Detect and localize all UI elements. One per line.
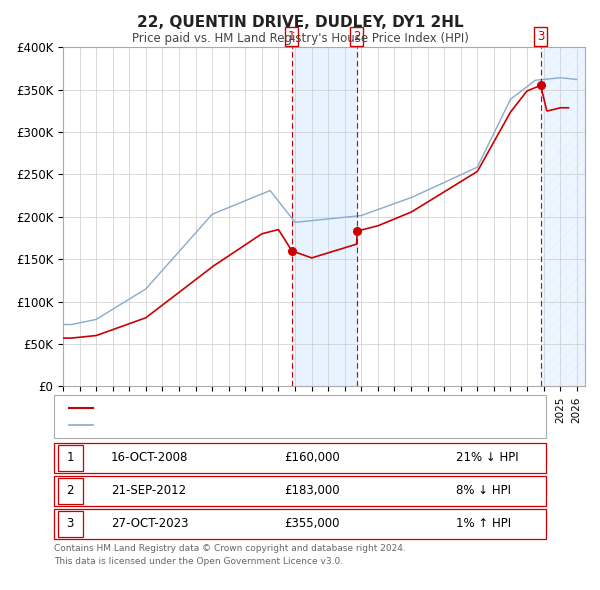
22, QUENTIN DRIVE, DUDLEY, DY1 2HL (detached house) <box>59 335 67 342</box>
HPI: Average price, detached house, Dudley: (2.02e+03, 3.64e+05): Average price, detached house, Dudley: (… <box>556 74 563 81</box>
22, QUENTIN DRIVE, DUDLEY, DY1 2HL (detached house) <box>515 99 522 106</box>
Text: 1: 1 <box>67 451 74 464</box>
Text: This data is licensed under the Open Government Licence v3.0.: This data is licensed under the Open Gov… <box>54 557 343 566</box>
Text: 1% ↑ HPI: 1% ↑ HPI <box>456 517 511 530</box>
Text: £355,000: £355,000 <box>284 517 340 530</box>
Text: 8% ↓ HPI: 8% ↓ HPI <box>456 484 511 497</box>
Text: 2: 2 <box>353 30 361 43</box>
Text: 3: 3 <box>67 517 74 530</box>
22, QUENTIN DRIVE, DUDLEY, DY1 2HL (detached house) <box>536 82 544 89</box>
Text: HPI: Average price, detached house, Dudley: HPI: Average price, detached house, Dudl… <box>100 420 341 430</box>
22, QUENTIN DRIVE, DUDLEY, DY1 2HL (detached house) <box>219 256 226 263</box>
HPI: Average price, detached house, Dudley: (2.03e+03, 3.62e+05): Average price, detached house, Dudley: (… <box>573 76 580 83</box>
22, QUENTIN DRIVE, DUDLEY, DY1 2HL (detached house) <box>391 215 398 222</box>
Text: £160,000: £160,000 <box>284 451 340 464</box>
Text: 2: 2 <box>67 484 74 497</box>
Line: 22, QUENTIN DRIVE, DUDLEY, DY1 2HL (detached house): 22, QUENTIN DRIVE, DUDLEY, DY1 2HL (deta… <box>63 86 568 338</box>
HPI: Average price, detached house, Dudley: (2.02e+03, 3.26e+05): Average price, detached house, Dudley: (… <box>502 106 509 113</box>
Text: 22, QUENTIN DRIVE, DUDLEY, DY1 2HL: 22, QUENTIN DRIVE, DUDLEY, DY1 2HL <box>137 15 463 30</box>
HPI: Average price, detached house, Dudley: (2.01e+03, 2.14e+05): Average price, detached house, Dudley: (… <box>386 202 394 209</box>
Text: Contains HM Land Registry data © Crown copyright and database right 2024.: Contains HM Land Registry data © Crown c… <box>54 544 406 553</box>
Text: 21-SEP-2012: 21-SEP-2012 <box>111 484 186 497</box>
Text: £183,000: £183,000 <box>284 484 340 497</box>
Bar <box>541 47 585 386</box>
Text: 1: 1 <box>288 30 295 43</box>
HPI: Average price, detached house, Dudley: (2.01e+03, 2.02e+05): Average price, detached house, Dudley: (… <box>358 212 365 219</box>
Text: 21% ↓ HPI: 21% ↓ HPI <box>456 451 518 464</box>
22, QUENTIN DRIVE, DUDLEY, DY1 2HL (detached house) <box>183 283 190 290</box>
Line: HPI: Average price, detached house, Dudley: HPI: Average price, detached house, Dudl… <box>63 78 577 325</box>
Text: 3: 3 <box>537 30 544 43</box>
Text: Price paid vs. HM Land Registry's House Price Index (HPI): Price paid vs. HM Land Registry's House … <box>131 32 469 45</box>
HPI: Average price, detached house, Dudley: (2e+03, 7.3e+04): Average price, detached house, Dudley: (… <box>59 321 67 328</box>
Text: 27-OCT-2023: 27-OCT-2023 <box>111 517 188 530</box>
Text: 16-OCT-2008: 16-OCT-2008 <box>111 451 188 464</box>
22, QUENTIN DRIVE, DUDLEY, DY1 2HL (detached house) <box>202 268 209 276</box>
22, QUENTIN DRIVE, DUDLEY, DY1 2HL (detached house) <box>565 104 572 112</box>
HPI: Average price, detached house, Dudley: (2e+03, 7.86e+04): Average price, detached house, Dudley: (… <box>91 316 98 323</box>
Text: 22, QUENTIN DRIVE, DUDLEY, DY1 2HL (detached house): 22, QUENTIN DRIVE, DUDLEY, DY1 2HL (deta… <box>100 403 412 413</box>
22, QUENTIN DRIVE, DUDLEY, DY1 2HL (detached house) <box>453 181 460 188</box>
Bar <box>292 47 356 386</box>
HPI: Average price, detached house, Dudley: (2.02e+03, 2.45e+05): Average price, detached house, Dudley: (… <box>449 175 456 182</box>
HPI: Average price, detached house, Dudley: (2.01e+03, 2.07e+05): Average price, detached house, Dudley: (… <box>371 207 379 214</box>
